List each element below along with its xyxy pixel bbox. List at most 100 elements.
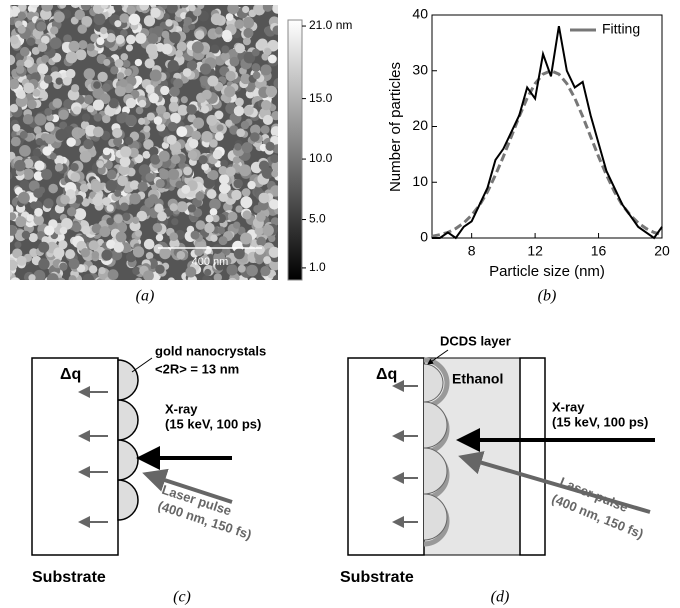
grain (68, 275, 77, 280)
grain (192, 117, 205, 129)
grain (106, 169, 117, 180)
grain (22, 168, 34, 180)
grain (126, 5, 136, 15)
grain (142, 150, 151, 159)
grain (33, 214, 45, 226)
grain (78, 40, 88, 50)
grain (215, 26, 223, 35)
grain (58, 240, 68, 250)
grain (113, 242, 124, 253)
grain (30, 5, 40, 9)
grain (34, 113, 47, 126)
grain (27, 99, 37, 110)
colorbar (287, 19, 303, 281)
grain (234, 143, 242, 151)
grain (59, 226, 68, 235)
grain (42, 146, 52, 156)
colorbar-tick-label: 15.0 (309, 91, 333, 105)
grain (161, 30, 170, 39)
grain (100, 5, 109, 9)
grain (19, 130, 28, 139)
grain (49, 37, 62, 50)
grain (210, 234, 218, 242)
grain (256, 212, 266, 222)
y-tick-label: 40 (412, 6, 428, 22)
grain (169, 31, 181, 44)
grain (125, 97, 137, 109)
grain (17, 11, 26, 21)
grain (120, 202, 129, 211)
grain (114, 85, 126, 97)
grain (176, 250, 186, 260)
grain (10, 54, 16, 66)
grain (166, 5, 178, 14)
grain (10, 7, 13, 14)
grain (249, 277, 257, 280)
grain (176, 41, 187, 52)
grain (12, 248, 23, 259)
grain (92, 126, 104, 138)
grain (223, 257, 232, 266)
grain (262, 224, 274, 237)
grain (34, 207, 43, 217)
grain (257, 278, 265, 280)
grain (200, 255, 210, 265)
grain (113, 214, 123, 224)
grain (49, 152, 57, 160)
grain (195, 191, 205, 201)
grain (150, 7, 161, 19)
caption: (b) (538, 288, 557, 305)
grain (252, 71, 261, 80)
grain (209, 198, 221, 211)
grain (65, 68, 76, 79)
grain (242, 37, 251, 46)
grain (204, 268, 212, 277)
grain (43, 74, 53, 84)
grain (260, 125, 270, 135)
grain (75, 49, 87, 61)
grain (273, 78, 278, 89)
grain (171, 218, 179, 226)
grain (216, 213, 227, 224)
grain (240, 232, 253, 245)
grain (86, 105, 95, 113)
grain (10, 151, 16, 160)
grain (90, 180, 103, 193)
grain (93, 81, 101, 89)
grain (106, 239, 116, 249)
grain (61, 218, 73, 230)
grain (183, 16, 193, 26)
grain (65, 51, 78, 64)
grain (149, 69, 162, 82)
grain (242, 210, 252, 220)
grain (62, 76, 72, 86)
grain (14, 241, 22, 249)
grain (155, 264, 165, 275)
grain (227, 5, 240, 15)
grain (150, 154, 161, 165)
grain (156, 122, 166, 132)
colorbar-tick-label: 1.0 (309, 260, 326, 274)
grain (231, 189, 242, 201)
grain (188, 139, 199, 149)
grain (68, 40, 80, 52)
grain (158, 150, 170, 162)
grain (33, 171, 44, 181)
grain (93, 113, 103, 122)
grain (23, 82, 35, 94)
grain (124, 136, 134, 145)
grain (157, 211, 167, 222)
grain (198, 155, 208, 165)
grain (193, 208, 203, 218)
grain (14, 159, 26, 172)
grain (21, 230, 31, 240)
x-tick-label: 12 (527, 243, 543, 259)
grain (272, 25, 278, 35)
grain (200, 76, 211, 87)
grain (10, 78, 20, 90)
grain (79, 183, 89, 193)
grain (44, 121, 55, 132)
grain (232, 156, 241, 165)
grain (161, 141, 170, 149)
grain (53, 247, 65, 259)
